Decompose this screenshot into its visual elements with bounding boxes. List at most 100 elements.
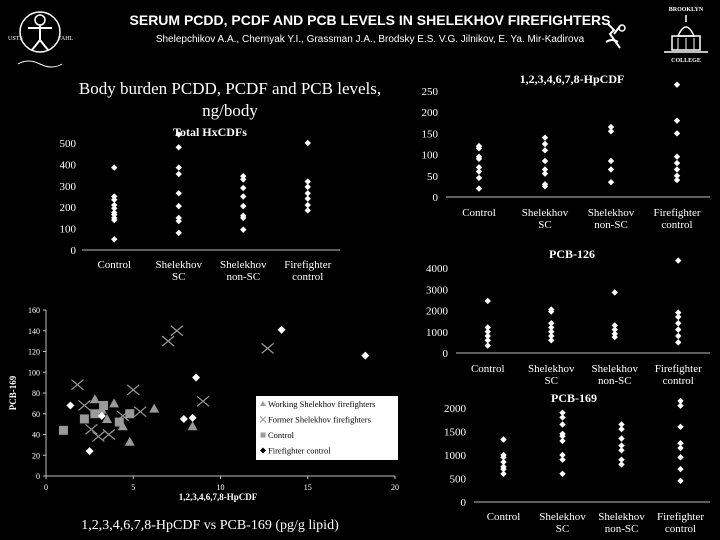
category-label: Shelekhov (220, 259, 267, 271)
data-point (559, 451, 566, 459)
data-point (618, 425, 625, 433)
x-tick-label: 10 (217, 483, 225, 492)
data-point (559, 409, 566, 416)
data-point (675, 313, 682, 321)
chart-title: PCB-126 (549, 247, 595, 261)
data-point (500, 458, 507, 466)
category-label: Shelekhov (592, 363, 639, 375)
y-tick-label: 500 (60, 138, 77, 150)
data-point (91, 431, 105, 443)
data-point (124, 436, 135, 446)
category-label: non-SC (226, 271, 260, 283)
body-burden-heading: Body burden PCDD, PCDF and PCB levels, n… (60, 78, 400, 122)
data-point (673, 81, 681, 88)
y-tick-label: 100 (60, 224, 77, 236)
data-point (484, 324, 491, 331)
data-point (196, 395, 210, 407)
y-tick-label: 0 (461, 497, 467, 509)
category-label: SC (538, 219, 551, 231)
data-point (541, 157, 549, 165)
y-tick-label: 100 (422, 150, 439, 162)
data-point (304, 195, 311, 202)
category-label: control (663, 375, 694, 387)
category-label: SC (545, 375, 558, 387)
data-point (541, 170, 549, 177)
legend-marker (260, 447, 266, 454)
data-point (500, 470, 507, 477)
data-point (175, 170, 182, 178)
data-point (125, 409, 135, 419)
data-point (175, 214, 182, 222)
data-point (102, 429, 116, 440)
data-point (559, 470, 566, 477)
data-point (99, 400, 109, 410)
y-tick-label: 0 (433, 192, 439, 204)
y-tick-label: 20 (32, 451, 40, 460)
category-label: Control (471, 363, 505, 375)
y-tick-label: 120 (28, 348, 40, 357)
category-label: SC (556, 523, 569, 535)
legend-label: Control (268, 430, 295, 440)
data-point (611, 333, 618, 341)
y-tick-label: 1500 (444, 427, 467, 439)
data-point (673, 117, 681, 124)
data-point (71, 379, 84, 391)
chart-title: PCB-169 (551, 391, 597, 405)
data-point (673, 153, 681, 160)
category-label: SC (172, 271, 185, 283)
data-point (109, 398, 120, 408)
scatter-caption: 1,2,3,4,6,7,8-HpCDF vs PCB-169 (pg/g lip… (81, 518, 339, 533)
data-point (133, 406, 147, 418)
category-label: Control (462, 207, 496, 219)
data-point (475, 168, 483, 175)
data-point (240, 214, 247, 222)
category-label: non-SC (605, 523, 639, 535)
logo-left-text-a: USTS (8, 36, 23, 42)
data-point (102, 413, 113, 423)
data-point (111, 236, 118, 243)
data-point (78, 399, 91, 411)
logo-right-bottom-text: COLLEGE (671, 58, 701, 64)
data-point (149, 403, 160, 413)
legend-label: Former Shelekhov firefighters (268, 415, 371, 425)
category-label: Shelekhov (522, 207, 569, 219)
data-point (677, 465, 684, 473)
category-label: control (665, 523, 696, 535)
data-point (170, 325, 184, 337)
x-tick-label: 15 (304, 483, 312, 492)
data-point (677, 397, 684, 405)
data-point (500, 454, 507, 461)
y-tick-label: 300 (60, 181, 77, 193)
data-point (261, 342, 274, 354)
data-point (58, 425, 68, 435)
logo-right-top-text: BROOKLYN (669, 7, 704, 13)
data-point (475, 145, 483, 152)
data-point (607, 123, 615, 131)
data-point (304, 207, 311, 214)
x-tick-label: 20 (391, 483, 399, 492)
y-tick-label: 140 (28, 327, 40, 336)
data-point (677, 423, 684, 430)
data-point (111, 193, 118, 200)
data-point (84, 423, 98, 435)
category-label: Shelekhov (156, 259, 203, 271)
data-point (675, 332, 682, 340)
y-tick-label: 60 (32, 410, 40, 419)
data-point (475, 185, 483, 192)
data-point (175, 217, 182, 225)
data-point (240, 184, 247, 192)
data-point (175, 229, 182, 237)
heading-line-1: Body burden PCDD, PCDF and PCB levels, (78, 79, 382, 98)
data-point (618, 435, 625, 442)
data-point (111, 216, 118, 224)
data-point (179, 414, 188, 423)
legend-marker (259, 416, 267, 423)
data-point (618, 442, 625, 449)
data-point (500, 465, 507, 473)
data-point (618, 421, 625, 428)
x-tick-label: 0 (44, 483, 48, 492)
